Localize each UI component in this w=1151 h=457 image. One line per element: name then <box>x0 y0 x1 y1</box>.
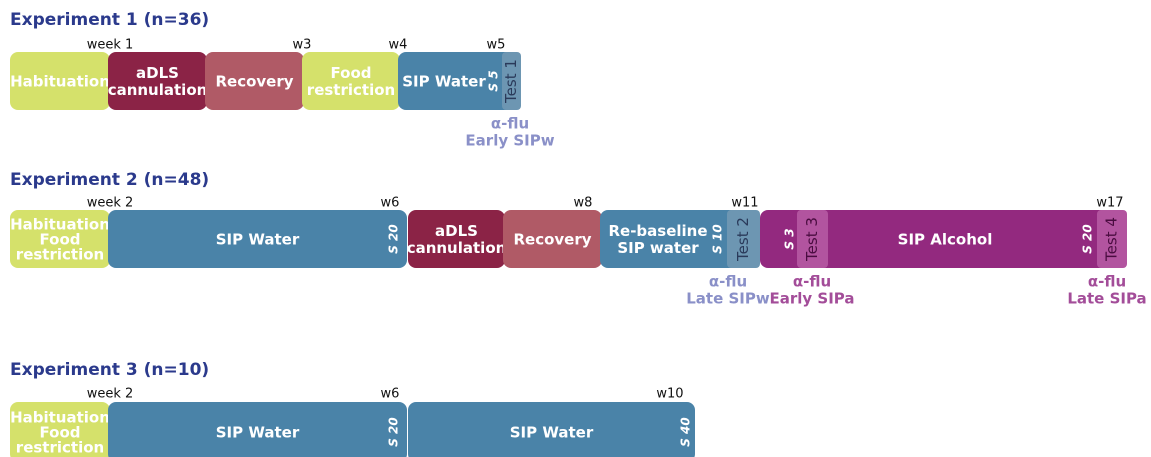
phase-label: Re-baseline <box>608 222 707 240</box>
annotation: α-flu <box>491 115 529 133</box>
phase-label: SIP Water <box>216 424 300 442</box>
phase-block <box>760 210 1127 268</box>
week-label: w17 <box>1096 196 1123 211</box>
phase-label: cannulation <box>108 81 208 99</box>
week-label: w6 <box>381 196 400 211</box>
phase-label: Recovery <box>215 73 293 91</box>
phase-label: SIP Alcohol <box>898 231 993 249</box>
phase-block <box>205 52 304 110</box>
phase-label: aDLS <box>435 222 478 240</box>
test-block <box>797 210 828 268</box>
phase-label: Habituation <box>10 409 110 427</box>
phase-label: Food <box>40 231 81 249</box>
phase-label: SIP Water <box>402 73 486 91</box>
annotation: α-flu <box>709 273 747 291</box>
phase-label: Recovery <box>513 231 591 249</box>
week-label: w4 <box>389 38 408 53</box>
phase-label: restriction <box>307 81 395 99</box>
phase-label: restriction <box>16 246 104 264</box>
week-label: w6 <box>381 387 400 402</box>
experiment-title: Experiment 2 (n=48) <box>10 170 209 190</box>
phase-block <box>108 52 207 110</box>
experiment-title: Experiment 3 (n=10) <box>10 360 209 380</box>
week-label: week 2 <box>87 387 134 402</box>
week-label: week 2 <box>87 196 134 211</box>
week-label: week 1 <box>87 38 134 53</box>
session-count: S 3 <box>783 228 797 249</box>
test-label: Test 1 <box>502 59 520 104</box>
experiment-title: Experiment 1 (n=36) <box>10 10 209 30</box>
annotation: Early SIPa <box>769 290 854 308</box>
phase-block <box>108 210 407 268</box>
session-count: S 5 <box>487 70 501 91</box>
annotation: Late SIPa <box>1067 290 1146 308</box>
phase-label: Habituation <box>10 216 110 234</box>
phase-label: Habituation <box>10 73 110 91</box>
phase-block <box>302 52 400 110</box>
phase-block <box>108 402 407 457</box>
annotation: α-flu <box>793 273 831 291</box>
phase-block <box>600 210 760 268</box>
phase-label: SIP Water <box>510 424 594 442</box>
phase-block <box>10 402 110 457</box>
test-block <box>727 210 760 268</box>
test-label: Test 2 <box>734 217 752 262</box>
session-count: S 40 <box>679 417 693 447</box>
phase-label: Food <box>331 64 372 82</box>
test-block <box>502 52 521 110</box>
phase-label: SIP water <box>617 239 699 257</box>
phase-block <box>398 52 521 110</box>
phase-label: aDLS <box>136 64 179 82</box>
week-label: w10 <box>656 387 683 402</box>
session-count: S 20 <box>387 224 401 254</box>
annotation: Early SIPw <box>465 132 554 150</box>
phase-label: SIP Water <box>216 231 300 249</box>
session-count: S 10 <box>711 224 725 254</box>
week-label: w8 <box>574 196 593 211</box>
phase-label: Food <box>40 424 81 442</box>
annotation: α-flu <box>1088 273 1126 291</box>
annotation: Late SIPw <box>686 290 770 308</box>
session-count: S 20 <box>1081 224 1095 254</box>
phase-block <box>10 210 110 268</box>
phase-block <box>408 210 505 268</box>
test-label: Test 4 <box>1103 217 1121 262</box>
phase-block <box>10 52 110 110</box>
phase-block <box>503 210 602 268</box>
phase-label: cannulation <box>407 239 507 257</box>
phase-label: restriction <box>16 439 104 457</box>
test-block <box>1097 210 1127 268</box>
test-label: Test 3 <box>803 217 821 262</box>
week-label: w3 <box>293 38 312 53</box>
week-label: w11 <box>731 196 758 211</box>
week-label: w5 <box>487 38 506 53</box>
session-count: S 20 <box>387 417 401 447</box>
phase-block <box>408 402 695 457</box>
